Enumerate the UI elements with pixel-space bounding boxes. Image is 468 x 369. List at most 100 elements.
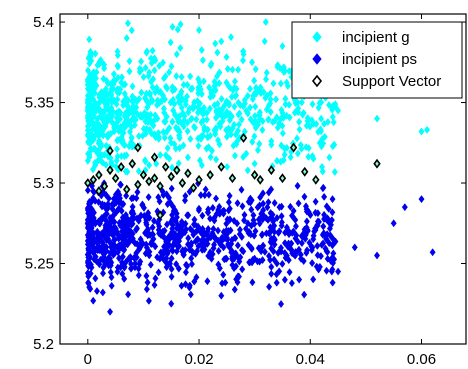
point-incipient-ps [282,228,289,237]
point-incipient-ps [401,203,408,212]
point-incipient-g [175,159,182,168]
point-incipient-g [274,123,281,132]
point-incipient-ps [212,235,220,244]
point-incipient-g [214,99,221,108]
point-incipient-ps [205,251,212,260]
point-incipient-ps [121,274,128,283]
point-incipient-g [223,132,230,141]
point-incipient-ps [186,187,193,196]
point-incipient-ps [234,272,241,281]
point-incipient-g [190,122,198,131]
point-incipient-ps [266,282,273,291]
point-incipient-g [151,130,158,139]
point-incipient-g [200,77,207,86]
point-incipient-g [418,127,425,136]
series-sv-marks [84,133,381,221]
point-incipient-g [158,97,165,106]
point-incipient-ps [218,291,225,300]
point-incipient-ps [150,216,158,225]
point-incipient-g [183,92,190,101]
point-incipient-g [247,115,254,124]
point-incipient-ps [204,208,211,217]
point-incipient-ps [139,200,146,209]
point-incipient-g [196,156,203,165]
point-incipient-ps [229,252,236,261]
point-incipient-g [260,87,267,96]
point-incipient-g [120,128,127,137]
point-support-vector [178,178,187,188]
point-incipient-ps [229,247,236,256]
point-incipient-ps [134,240,141,249]
point-incipient-ps [173,247,180,256]
point-incipient-g [185,108,192,117]
point-incipient-ps [278,300,285,309]
point-incipient-ps [114,267,121,276]
point-incipient-ps [144,214,151,223]
point-incipient-g [129,109,136,118]
point-incipient-ps [169,246,176,255]
y-axis: 5.2 5.25 5.3 5.35 5.4 [25,14,466,353]
point-incipient-ps [193,247,200,256]
point-incipient-g [251,159,258,168]
point-incipient-g [256,139,263,148]
point-incipient-ps [179,229,186,238]
point-incipient-g [305,120,312,129]
point-incipient-ps [239,265,246,274]
point-incipient-g [171,99,178,108]
point-incipient-g [140,73,147,82]
point-incipient-g [138,66,145,75]
legend-marker-sv [311,74,323,88]
point-incipient-g [318,114,325,123]
point-incipient-g [251,76,258,85]
point-incipient-ps [185,234,192,243]
point-incipient-ps [273,278,280,287]
point-incipient-ps [288,279,295,288]
x-axis: 0 0.02 0.04 0.06 [84,14,436,368]
point-incipient-g [196,78,203,87]
point-incipient-g [180,141,187,150]
point-support-vector [312,174,320,185]
point-incipient-g [96,90,103,99]
point-incipient-g [310,119,317,128]
point-incipient-ps [260,241,267,250]
point-incipient-ps [278,202,285,211]
point-incipient-ps [126,219,133,228]
point-incipient-g [218,37,225,46]
point-incipient-ps [301,290,308,299]
point-incipient-g [151,66,158,75]
point-incipient-g [292,99,299,108]
point-incipient-g [113,113,120,122]
point-incipient-g [86,35,93,44]
point-incipient-g [196,26,203,35]
point-incipient-ps [209,203,216,212]
point-incipient-ps [139,239,146,248]
point-incipient-g [162,117,169,126]
point-incipient-g [204,133,211,142]
point-incipient-ps [245,229,252,238]
point-incipient-g [279,108,286,117]
point-incipient-g [235,65,242,74]
point-incipient-ps [270,247,277,256]
point-incipient-ps [271,199,278,208]
point-incipient-ps [179,247,186,256]
point-incipient-ps [225,206,232,215]
point-incipient-ps [99,243,106,252]
point-incipient-g [231,120,238,129]
point-incipient-ps [320,183,327,192]
point-incipient-ps [320,222,327,231]
point-incipient-g [257,83,264,92]
point-support-vector [95,186,103,197]
point-incipient-ps [244,219,251,228]
point-incipient-g [207,93,214,102]
point-incipient-ps [278,218,285,227]
point-incipient-ps [134,188,141,197]
point-incipient-ps [99,269,106,278]
point-incipient-g [87,83,94,92]
point-incipient-g [271,116,278,125]
point-incipient-g [97,129,104,138]
point-incipient-ps [327,231,334,240]
point-incipient-ps [157,248,164,257]
point-incipient-ps [225,241,232,250]
point-incipient-ps [257,193,264,202]
point-incipient-g [256,114,263,124]
